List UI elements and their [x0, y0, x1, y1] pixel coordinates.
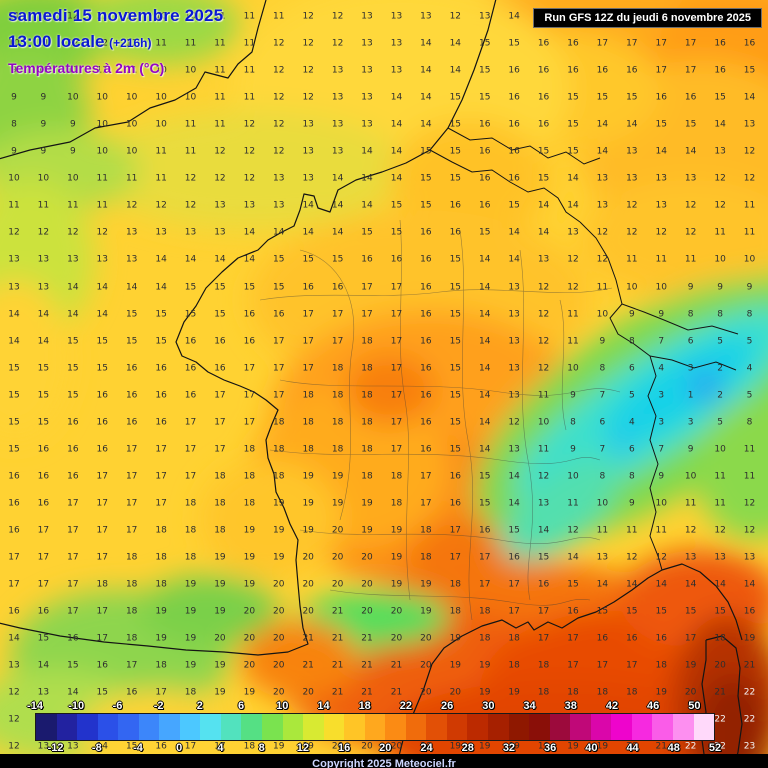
scale-cell — [262, 714, 283, 740]
scale-label: 26 — [440, 700, 454, 712]
scale-cell — [282, 714, 304, 740]
scale-cell — [118, 714, 139, 740]
scale-cell — [179, 714, 201, 740]
scale-cell — [323, 714, 345, 740]
scale-cell — [97, 714, 119, 740]
department-borders — [259, 219, 621, 621]
scale-label: 44 — [626, 742, 639, 754]
run-info-label: Run GFS 12Z du jeudi 6 novembre 2025 — [544, 12, 751, 24]
copyright-bar: Copyright 2025 Meteociel.fr — [0, 754, 768, 768]
scale-label: 40 — [585, 742, 598, 754]
scale-label: 42 — [605, 700, 619, 712]
scale-cell — [200, 714, 221, 740]
time-label: 13:00 locale (+216h) — [8, 32, 223, 52]
scale-label: 20 — [379, 742, 392, 754]
scale-cell — [303, 714, 324, 740]
scale-label: 30 — [482, 700, 495, 712]
scale-label: -14 — [27, 700, 43, 712]
map-header: samedi 15 novembre 2025 13:00 locale (+2… — [8, 6, 223, 76]
scale-label: 34 — [523, 700, 536, 712]
scale-cell — [241, 714, 263, 740]
scale-cell — [159, 714, 180, 740]
scale-label: 22 — [399, 700, 413, 712]
scale-cell — [405, 714, 427, 740]
scale-cell — [138, 714, 160, 740]
scale-label: -4 — [133, 742, 143, 754]
scale-cell — [672, 714, 694, 740]
scale-cell — [77, 714, 98, 740]
forecast-offset: (+216h) — [109, 36, 152, 50]
scale-bottom-labels: -12 -8 -4 0 4 8 12 16 20 24 28 32 36 40 44 48 52 — [35, 742, 721, 754]
scale-label: 6 — [237, 700, 245, 712]
scale-cell — [426, 714, 447, 740]
scale-top-labels: -14 -10 -6 -2 2 6 10 14 18 22 26 30 34 38 42 46 50 — [27, 700, 715, 712]
coastlines — [0, 0, 743, 768]
copyright-link[interactable]: Copyright 2025 Meteociel.fr — [312, 758, 456, 768]
scale-cell — [590, 714, 612, 740]
scale-label: 38 — [564, 700, 577, 712]
parameter-label: Températures à 2m (°C) — [8, 60, 165, 76]
time-text: 13:00 locale — [8, 32, 105, 51]
scale-label: 16 — [337, 742, 351, 754]
scale-label: 14 — [317, 700, 330, 712]
scale-cell — [488, 714, 509, 740]
scale-label: 18 — [358, 700, 371, 712]
scale-label: 48 — [667, 742, 680, 754]
scale-cell — [508, 714, 530, 740]
scale-cell — [529, 714, 550, 740]
scale-cell — [385, 714, 406, 740]
scale-cell — [652, 714, 673, 740]
scale-cell — [549, 714, 571, 740]
scale-label: 28 — [461, 742, 474, 754]
scale-bar — [35, 713, 715, 741]
scale-label: -6 — [112, 700, 123, 712]
scale-label: 46 — [647, 700, 660, 712]
scale-cell — [611, 714, 632, 740]
scale-label: 50 — [688, 700, 701, 712]
run-info-box: Run GFS 12Z du jeudi 6 novembre 2025 — [533, 8, 762, 28]
scale-label: 2 — [196, 700, 203, 712]
scale-cell — [344, 714, 365, 740]
scale-label: -8 — [91, 742, 102, 754]
scale-cell — [56, 714, 78, 740]
scale-label: 0 — [176, 742, 183, 754]
scale-label: 10 — [276, 700, 289, 712]
scale-cell — [364, 714, 386, 740]
scale-label: 12 — [296, 742, 309, 754]
scale-label: 8 — [258, 742, 265, 754]
scale-cell — [631, 714, 653, 740]
temperature-scale: -14 -10 -6 -2 2 6 10 14 18 22 26 30 34 38 42 46 50 -12 -8… — [27, 700, 721, 754]
scale-cell — [220, 714, 242, 740]
scale-label: 24 — [420, 742, 433, 754]
scale-label: 32 — [502, 742, 516, 754]
scale-label: 52 — [708, 742, 722, 754]
scale-cell — [36, 714, 57, 740]
scale-cell — [570, 714, 591, 740]
scale-label: -2 — [153, 700, 164, 712]
scale-label: 4 — [217, 742, 224, 754]
country-borders — [429, 127, 739, 571]
scale-cell — [467, 714, 489, 740]
scale-cell — [693, 714, 715, 740]
date-label: samedi 15 novembre 2025 — [8, 6, 224, 25]
scale-label: -12 — [47, 742, 64, 754]
scale-label: 36 — [544, 742, 557, 754]
scale-cell — [446, 714, 468, 740]
scale-label: -10 — [68, 700, 85, 712]
